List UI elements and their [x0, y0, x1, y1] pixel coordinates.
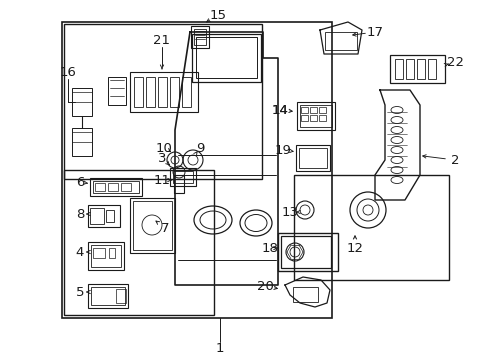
Bar [95, 183, 105, 191]
Bar [93, 248, 105, 258]
Bar [170, 77, 179, 107]
Text: 16: 16 [60, 66, 76, 78]
Bar [88, 242, 124, 270]
Bar [64, 170, 214, 315]
Bar [293, 175, 448, 280]
Bar [298, 148, 326, 168]
Bar [72, 128, 92, 156]
Bar [182, 77, 191, 107]
Text: 14: 14 [271, 104, 288, 117]
Bar [109, 248, 115, 258]
Text: 15: 15 [209, 9, 226, 22]
Text: 11: 11 [153, 174, 170, 186]
Bar [133, 201, 172, 250]
Bar [158, 77, 167, 107]
Bar [192, 34, 261, 82]
Bar [134, 77, 142, 107]
Bar [64, 24, 262, 179]
Bar [281, 236, 330, 268]
Bar [93, 181, 139, 193]
Bar [108, 183, 118, 191]
Bar [405, 59, 413, 79]
Bar [301, 107, 307, 113]
Bar [318, 107, 325, 113]
Text: 1: 1 [215, 342, 224, 355]
Bar [278, 233, 337, 271]
Bar [91, 287, 125, 305]
Bar [72, 88, 92, 116]
Bar [130, 72, 198, 112]
Bar [309, 115, 316, 121]
Bar [130, 198, 175, 253]
Bar [108, 77, 126, 105]
Bar [106, 210, 114, 222]
Text: 7: 7 [161, 221, 169, 234]
Bar [318, 115, 325, 121]
Bar [301, 115, 307, 121]
Text: 14: 14 [271, 104, 288, 117]
Text: 20: 20 [256, 279, 273, 292]
Text: 17: 17 [366, 26, 383, 39]
Bar [173, 171, 193, 183]
Bar [427, 59, 435, 79]
Bar [90, 208, 104, 224]
Bar [295, 145, 329, 171]
Bar [309, 107, 316, 113]
Text: 12: 12 [346, 242, 363, 255]
Text: 4: 4 [76, 246, 84, 258]
Bar [170, 168, 196, 186]
Text: 3: 3 [158, 152, 166, 165]
Text: 9: 9 [195, 141, 204, 154]
Text: 5: 5 [76, 285, 84, 298]
Bar [121, 183, 131, 191]
Bar [196, 37, 257, 78]
Text: 8: 8 [76, 207, 84, 220]
Text: 18: 18 [261, 242, 278, 255]
Bar [90, 178, 142, 196]
Bar [416, 59, 424, 79]
Bar [88, 284, 128, 308]
Text: 21: 21 [153, 33, 170, 46]
Bar [62, 22, 331, 318]
Text: 2: 2 [450, 153, 458, 166]
Bar [194, 29, 205, 45]
Bar [394, 59, 402, 79]
Bar [325, 32, 356, 50]
Bar [116, 289, 126, 303]
Bar [174, 175, 183, 193]
Text: 19: 19 [274, 144, 291, 157]
Bar [299, 105, 331, 127]
Text: 22: 22 [446, 55, 463, 68]
Text: 6: 6 [76, 176, 84, 189]
Bar [292, 287, 317, 302]
Bar [389, 55, 444, 83]
Bar [296, 102, 334, 130]
Bar [88, 205, 120, 227]
Bar [191, 26, 208, 48]
Text: 13: 13 [281, 206, 298, 219]
Bar [146, 77, 155, 107]
Bar [91, 245, 121, 267]
Text: 10: 10 [155, 141, 172, 154]
